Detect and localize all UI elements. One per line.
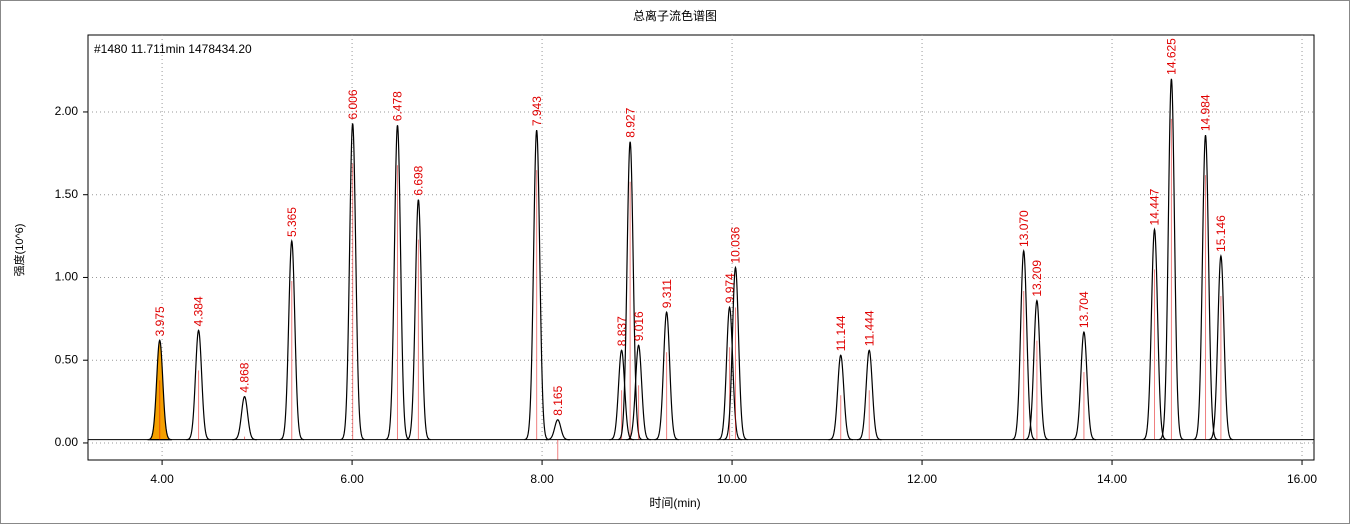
peak-label: 10.036 — [729, 226, 743, 263]
peak-label: 9.016 — [632, 311, 646, 341]
y-tick-label: 0.50 — [55, 352, 79, 366]
x-tick-label: 4.00 — [150, 472, 174, 486]
peak — [186, 329, 211, 441]
y-axis-label: 强度(10^6) — [12, 224, 26, 277]
peak — [1024, 299, 1050, 441]
peak — [723, 265, 748, 441]
peak — [385, 125, 410, 441]
peak — [340, 123, 365, 441]
peak-label: 14.447 — [1148, 188, 1162, 225]
peak-label: 3.975 — [153, 306, 167, 336]
annotation: #1480 11.711min 1478434.20 — [94, 42, 252, 56]
peak-label: 8.165 — [551, 385, 565, 415]
chart-title: 总离子流色谱图 — [633, 8, 717, 23]
peak — [279, 239, 304, 441]
peak — [857, 349, 882, 441]
peak — [1011, 249, 1036, 441]
x-tick-label: 14.00 — [1097, 472, 1127, 486]
y-tick-label: 1.00 — [55, 270, 79, 284]
peak-label: 13.209 — [1030, 260, 1044, 297]
peak-label: 7.943 — [530, 96, 544, 126]
peak — [545, 419, 570, 441]
peak-label: 8.927 — [623, 107, 637, 137]
peak-label: 13.704 — [1077, 291, 1091, 328]
peak — [828, 354, 853, 441]
peak — [232, 395, 257, 441]
peak — [626, 344, 651, 441]
peak — [717, 305, 742, 441]
peak — [1071, 330, 1097, 441]
y-tick-label: 2.00 — [55, 104, 79, 118]
y-tick-label: 1.50 — [55, 187, 79, 201]
peak-label: 15.146 — [1214, 215, 1228, 252]
x-tick-label: 10.00 — [717, 472, 747, 486]
peak-label: 8.837 — [615, 316, 629, 346]
peak-label: 14.984 — [1199, 94, 1213, 131]
plot-area — [87, 34, 1315, 461]
peak — [406, 199, 431, 441]
peak-label: 13.070 — [1017, 210, 1031, 247]
peak-label: 11.144 — [834, 315, 848, 351]
peak-label: 9.311 — [660, 279, 674, 308]
peak-label: 4.868 — [238, 362, 252, 392]
peak-label: 6.698 — [412, 165, 426, 195]
peak — [524, 130, 549, 441]
peak-label: 11.444 — [862, 310, 876, 346]
x-tick-label: 8.00 — [530, 472, 554, 486]
x-tick-label: 12.00 — [907, 472, 937, 486]
peak-label: 4.384 — [192, 296, 206, 326]
y-tick-label: 0.00 — [55, 435, 79, 449]
x-tick-label: 6.00 — [340, 472, 364, 486]
peak-label: 14.625 — [1165, 38, 1179, 75]
peak-label: 5.365 — [285, 207, 299, 237]
peak — [654, 310, 679, 441]
x-axis-label: 时间(min) — [649, 496, 700, 510]
peak — [1159, 78, 1184, 441]
peak-label: 6.006 — [346, 89, 360, 119]
peak — [1208, 254, 1234, 441]
peak-label: 6.478 — [391, 91, 405, 121]
x-tick-label: 16.00 — [1287, 472, 1317, 486]
